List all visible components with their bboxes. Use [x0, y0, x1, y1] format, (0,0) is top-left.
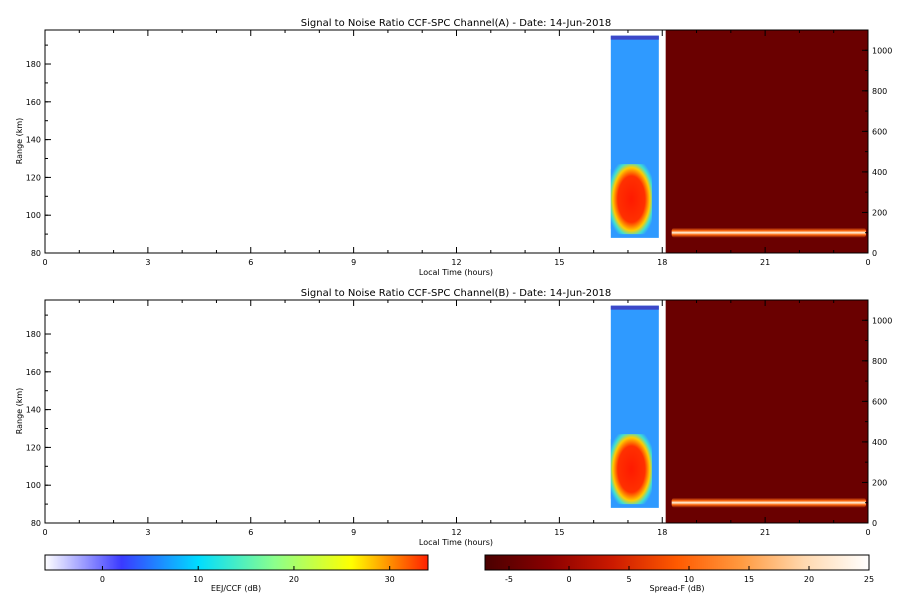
x-tick-label: 12 — [451, 528, 461, 537]
x-tick-label: 0 — [865, 528, 870, 537]
spread-f-layer — [671, 227, 866, 238]
spread-f-block — [665, 300, 868, 523]
chart-title: Signal to Noise Ratio CCF-SPC Channel(B)… — [301, 288, 611, 299]
colorbar-tick-label: 5 — [626, 575, 631, 584]
y-tick-label: 160 — [26, 368, 41, 377]
y2-tick-label: 0 — [872, 519, 877, 528]
spread-f-layer — [671, 497, 866, 508]
x-tick-label: 15 — [554, 528, 564, 537]
colorbar-label: Spread-F (dB) — [649, 584, 704, 593]
eej-top-band — [610, 305, 659, 310]
colorbar-tick-label: 20 — [289, 575, 299, 584]
y2-tick-label: 800 — [872, 357, 887, 366]
y2-tick-label: 200 — [872, 208, 887, 217]
colorbar-tick-label: 0 — [566, 575, 571, 584]
colorbar-tick-label: 30 — [385, 575, 395, 584]
plot-area: 0 3 6 9 12 15 18 21 0801001201401601800200400600… — [26, 299, 892, 537]
y-tick-label: 140 — [26, 406, 41, 415]
eej-core — [610, 164, 652, 235]
colorbar-gradient — [44, 554, 429, 571]
chart-title: Signal to Noise Ratio CCF-SPC Channel(A)… — [301, 18, 611, 29]
colorbar-tick-label: 20 — [804, 575, 814, 584]
x-tick-label: 0 — [865, 258, 870, 267]
x-tick-label: 9 — [351, 258, 356, 267]
colorbar-eej-ccf: 0 10 20 30 EEJ/CCF (dB) — [44, 554, 429, 593]
y2-tick-label: 1000 — [872, 46, 892, 55]
spread-f-block — [665, 30, 868, 253]
y-tick-label: 120 — [26, 443, 41, 452]
y2-tick-label: 400 — [872, 438, 887, 447]
colorbar-spread-f: -5 0 5 10 15 20 25 Spread-F (dB) — [484, 554, 874, 593]
x-tick-label: 18 — [657, 528, 667, 537]
y-tick-label: 100 — [26, 211, 41, 220]
y-tick-label: 180 — [26, 60, 41, 69]
x-tick-label: 21 — [760, 258, 770, 267]
y2-tick-label: 1000 — [872, 316, 892, 325]
y2-tick-label: 800 — [872, 87, 887, 96]
colorbar-ticks: 0 10 20 30 — [100, 566, 395, 584]
panel-channel-a: Signal to Noise Ratio CCF-SPC Channel(A)… — [15, 18, 892, 277]
y2-tick-label: 400 — [872, 168, 887, 177]
y2-tick-label: 600 — [872, 127, 887, 136]
colorbar-tick-label: 10 — [193, 575, 203, 584]
y-tick-label: 180 — [26, 330, 41, 339]
y-tick-label: 80 — [31, 249, 41, 258]
y2-tick-label: 600 — [872, 397, 887, 406]
eej-top-band — [610, 35, 659, 40]
x-tick-label: 3 — [145, 258, 150, 267]
colorbar-ticks: -5 0 5 10 15 20 25 — [505, 566, 874, 584]
colorbar-label: EEJ/CCF (dB) — [211, 584, 261, 593]
colorbar-tick-label: 25 — [864, 575, 874, 584]
colorbar-tick-label: 10 — [684, 575, 694, 584]
plot-area: 0 3 6 9 12 15 18 21 0801001201401601800200400600… — [26, 29, 892, 267]
x-tick-label: 0 — [42, 258, 47, 267]
y-axis-label: Range (km) — [15, 118, 24, 165]
colorbar-tick-label: -5 — [505, 575, 513, 584]
colorbar-gradient — [484, 554, 870, 571]
x-axis-label: Local Time (hours) — [419, 538, 493, 547]
x-axis-label: Local Time (hours) — [419, 268, 493, 277]
colorbar-tick-label: 15 — [744, 575, 754, 584]
y2-tick-label: 0 — [872, 249, 877, 258]
y-axis-label: Range (km) — [15, 388, 24, 435]
y-tick-label: 80 — [31, 519, 41, 528]
eej-core — [610, 434, 652, 505]
x-tick-label: 0 — [42, 528, 47, 537]
x-tick-label: 3 — [145, 528, 150, 537]
y-tick-label: 140 — [26, 136, 41, 145]
y-tick-label: 100 — [26, 481, 41, 490]
x-tick-label: 6 — [248, 528, 253, 537]
x-tick-label: 21 — [760, 528, 770, 537]
panel-channel-b: Signal to Noise Ratio CCF-SPC Channel(B)… — [15, 288, 892, 547]
x-tick-label: 18 — [657, 258, 667, 267]
y-tick-label: 120 — [26, 173, 41, 182]
x-tick-label: 12 — [451, 258, 461, 267]
y2-tick-label: 200 — [872, 478, 887, 487]
x-tick-label: 9 — [351, 528, 356, 537]
x-tick-label: 15 — [554, 258, 564, 267]
x-tick-label: 6 — [248, 258, 253, 267]
y-tick-label: 160 — [26, 98, 41, 107]
colorbar-tick-label: 0 — [100, 575, 105, 584]
